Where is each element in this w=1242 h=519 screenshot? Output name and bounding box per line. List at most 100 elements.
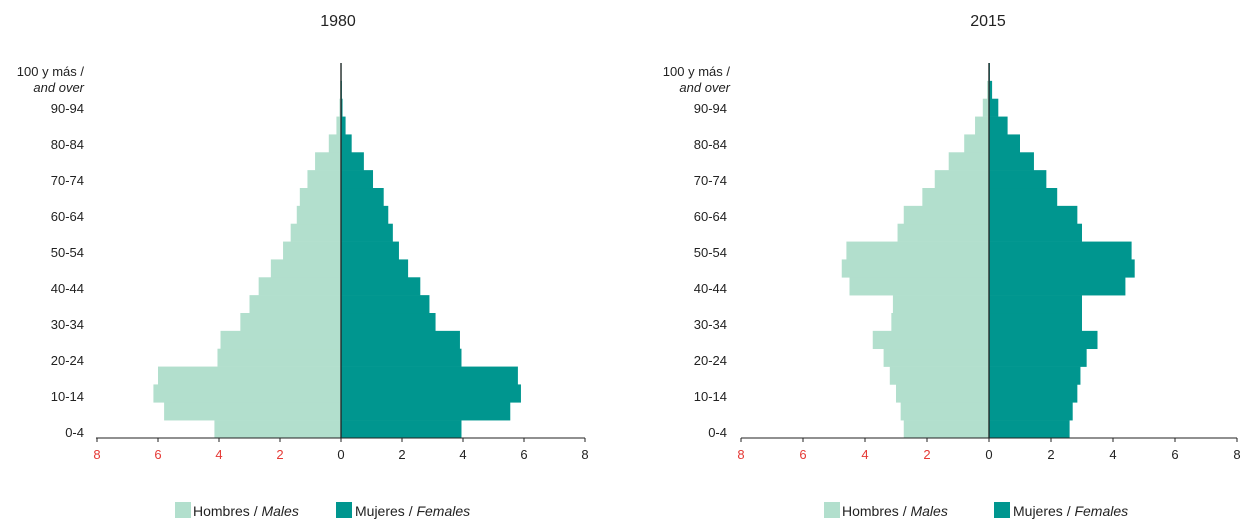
chart-title-1980: 1980: [320, 13, 356, 30]
bar-female: [989, 259, 1135, 278]
bar-male: [220, 330, 341, 350]
age-label: 90-94: [694, 101, 727, 116]
bar-female: [341, 348, 462, 367]
bar-male: [164, 402, 341, 421]
x-tick-label: 4: [1109, 447, 1116, 462]
chart-title-2015: 2015: [970, 13, 1006, 30]
age-axis-1980: 100 y más / and over 90-94 80-84 70-74 6…: [17, 64, 85, 440]
legend-females-en: Females: [1074, 503, 1128, 519]
x-axis-2015: 8 6 4 2 0 2 4 6 8: [737, 63, 1241, 462]
bar-female: [989, 366, 1081, 385]
bar-female: [989, 98, 999, 117]
x-tick-label: 6: [1171, 447, 1178, 462]
legend-males-en: Males: [910, 503, 947, 519]
bar-female: [989, 330, 1098, 350]
bar-male: [849, 277, 989, 296]
bar-male: [258, 277, 341, 296]
legend-females-es: Mujeres: [355, 503, 405, 519]
bar-male: [889, 366, 989, 385]
bar-male: [934, 170, 989, 189]
bar-male: [872, 330, 989, 350]
x-tick-label: 4: [215, 447, 222, 462]
bar-female: [989, 188, 1058, 207]
legend-swatch-males: [175, 502, 191, 518]
age-label: 90-94: [51, 101, 84, 116]
bar-male: [307, 170, 341, 189]
bar-male: [315, 152, 341, 171]
bar-female: [341, 402, 511, 421]
age-label-top-2: and over: [679, 80, 730, 95]
age-label: 0-4: [708, 425, 727, 440]
legend-females-es: Mujeres: [1013, 503, 1063, 519]
legend-label-females: Mujeres / Females: [355, 503, 470, 519]
bar-female: [341, 205, 389, 225]
x-tick-label: 2: [1047, 447, 1054, 462]
x-tick-label: 8: [1233, 447, 1240, 462]
bar-male: [903, 205, 989, 225]
legend-label-females: Mujeres / Females: [1013, 503, 1128, 519]
x-tick-label: 2: [398, 447, 405, 462]
legend-sep: /: [1067, 503, 1071, 519]
bar-female: [989, 80, 993, 100]
bar-female: [989, 170, 1047, 189]
age-label: 70-74: [51, 173, 84, 188]
legend-1980: Hombres / Males Mujeres / Females: [175, 502, 470, 519]
bars-1980: [153, 63, 521, 439]
bar-male: [883, 348, 989, 367]
legend-sep: /: [903, 503, 907, 519]
bar-male: [948, 152, 989, 171]
bar-male: [270, 259, 341, 278]
bar-female: [341, 241, 399, 260]
legend-sep: /: [409, 503, 413, 519]
bar-female: [341, 313, 436, 332]
age-label: 40-44: [694, 281, 727, 296]
bar-female: [989, 134, 1020, 153]
age-label: 20-24: [694, 353, 727, 368]
age-label: 60-64: [694, 209, 727, 224]
x-tick-label: 6: [799, 447, 806, 462]
x-tick-label: 8: [581, 447, 588, 462]
bar-male: [290, 223, 341, 242]
legend-swatch-males: [824, 502, 840, 518]
age-label: 0-4: [65, 425, 84, 440]
bar-female: [989, 295, 1082, 314]
x-tick-label: 2: [276, 447, 283, 462]
bar-male: [982, 98, 989, 117]
bar-female: [989, 277, 1126, 296]
bar-female: [341, 116, 346, 135]
age-label: 80-84: [51, 137, 84, 152]
age-label: 70-74: [694, 173, 727, 188]
x-axis-1980: 8 6 4 2 0 2 4 6 8: [93, 63, 589, 462]
bar-male: [900, 402, 989, 421]
bar-female: [989, 402, 1073, 421]
bar-female: [989, 348, 1087, 367]
x-tick-label: 0: [337, 447, 344, 462]
legend-label-males: Hombres / Males: [842, 503, 948, 519]
bar-male: [299, 188, 341, 207]
age-label: 10-14: [51, 389, 84, 404]
age-label: 10-14: [694, 389, 727, 404]
bar-female: [341, 384, 521, 403]
bar-male: [975, 116, 989, 135]
age-label-top-1: 100 y más /: [17, 64, 85, 79]
bar-female: [341, 188, 384, 207]
legend-males-es: Hombres: [193, 503, 250, 519]
bar-male: [846, 241, 989, 260]
bar-male: [964, 134, 989, 153]
x-tick-label: 6: [154, 447, 161, 462]
legend-swatch-females: [994, 502, 1010, 518]
bar-female: [341, 277, 421, 296]
bar-male: [240, 313, 341, 332]
age-label-top-1: 100 y más /: [663, 64, 731, 79]
bar-female: [989, 384, 1078, 403]
bar-female: [989, 420, 1070, 439]
bar-female: [989, 205, 1078, 225]
bar-female: [341, 259, 409, 278]
bar-male: [283, 241, 341, 260]
bar-female: [341, 330, 460, 350]
bar-male: [892, 295, 989, 314]
bar-male: [896, 384, 989, 403]
bar-female: [341, 170, 374, 189]
age-label-top-2: and over: [33, 80, 84, 95]
